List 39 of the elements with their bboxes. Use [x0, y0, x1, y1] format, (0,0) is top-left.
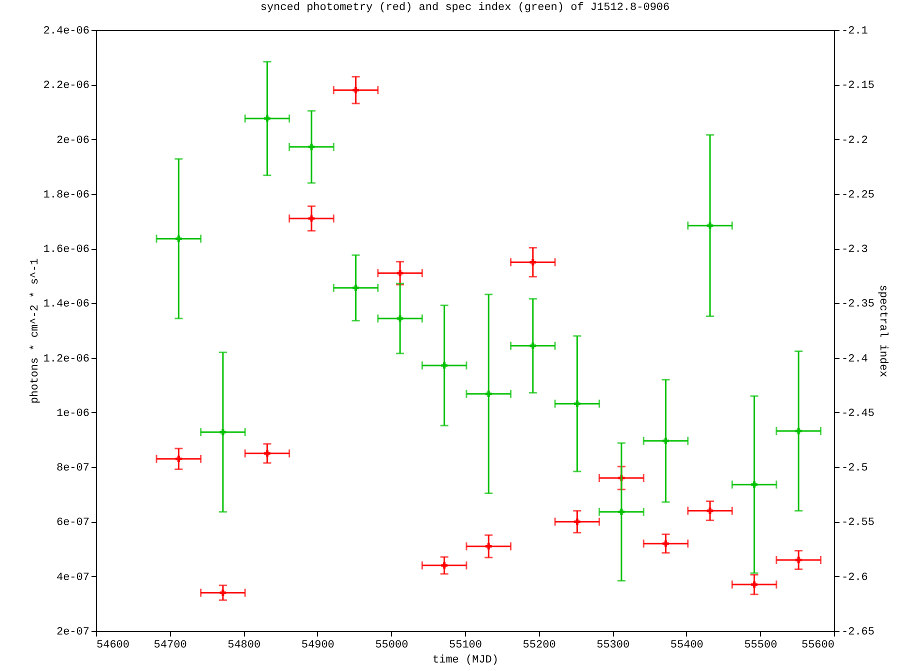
x-tick-label: 55600	[801, 640, 834, 652]
y2-tick-label: -2.2	[842, 134, 868, 147]
y2-tick-label: -2.6	[842, 572, 868, 584]
x-tick-label: 54800	[228, 640, 261, 652]
y-tick-label: 1.8e-06	[43, 189, 90, 202]
y2-tick-label: -2.25	[842, 189, 875, 202]
chart-title: synced photometry (red) and spec index (green) of J1512.8-0906	[260, 2, 670, 14]
x-axis-title: time (MJD)	[432, 654, 499, 666]
x-tick-label: 55500	[744, 640, 778, 652]
x-tick-label: 54700	[154, 640, 187, 652]
y2-tick-label: -2.4	[842, 353, 868, 366]
y-tick-label: 6e-07	[56, 517, 90, 530]
x-tick-label: 55200	[522, 640, 556, 652]
y-axis-title: photons * cm^-2 * s^-1	[29, 258, 42, 404]
x-tick-label: 55100	[448, 640, 482, 652]
y-tick-label: 2e-07	[56, 626, 90, 638]
y2-tick-label: -2.65	[842, 626, 875, 638]
y2-tick-label: -2.15	[842, 80, 875, 92]
y-tick-label: 1.6e-06	[43, 244, 90, 256]
y-tick-label: 4e-07	[56, 572, 90, 584]
x-tick-label: 55400	[670, 640, 704, 652]
y-tick-label: 2.2e-06	[43, 80, 90, 92]
y-tick-label: 1e-06	[56, 408, 90, 420]
x-tick-label: 54900	[301, 640, 334, 652]
y-tick-label: 2.4e-06	[43, 26, 90, 38]
y-tick-label: 8e-07	[56, 462, 90, 475]
x-tick-label: 54600	[96, 640, 130, 652]
x-tick-label: 55300	[596, 640, 630, 652]
y2-tick-label: -2.1	[842, 26, 868, 38]
y2-tick-label: -2.55	[842, 517, 875, 530]
y2-tick-label: -2.35	[842, 298, 875, 311]
y2-tick-label: -2.5	[842, 462, 868, 475]
y2-tick-label: -2.3	[842, 244, 868, 256]
x-tick-label: 55000	[375, 640, 408, 652]
y2-axis-title: spectral index	[876, 284, 889, 378]
y-tick-label: 1.2e-06	[43, 353, 90, 366]
y-tick-label: 1.4e-06	[43, 298, 90, 311]
y-tick-label: 2e-06	[56, 134, 90, 147]
y2-tick-label: -2.45	[842, 408, 875, 420]
